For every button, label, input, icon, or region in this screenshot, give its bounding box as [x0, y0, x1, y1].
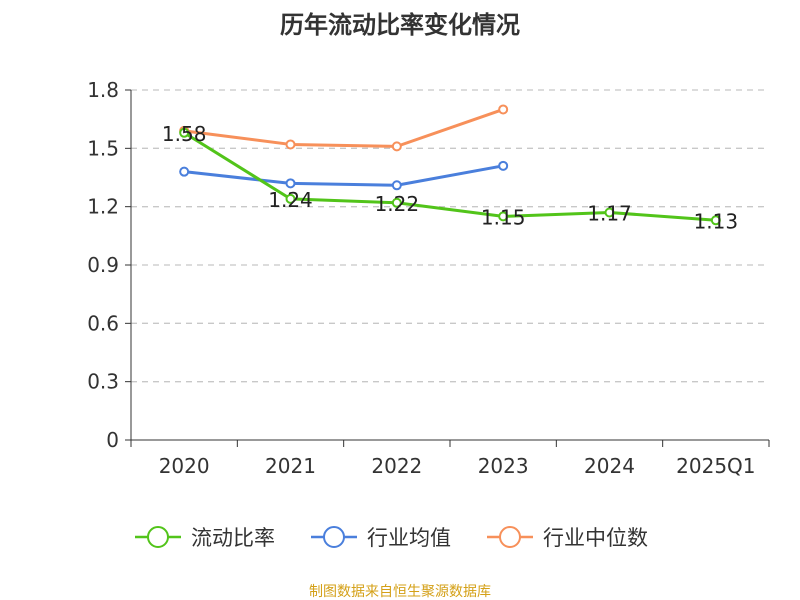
data-point	[604, 207, 615, 218]
y-tick-label: 1.8	[87, 78, 119, 102]
legend-marker	[499, 526, 521, 548]
legend-label: 行业中位数	[543, 526, 648, 550]
chart-title: 历年流动比率变化情况	[280, 11, 520, 39]
source-note: 制图数据来自恒生聚源数据库	[309, 584, 491, 600]
y-tick-label: 0.6	[87, 311, 119, 335]
data-point	[285, 178, 296, 189]
series-line	[184, 164, 504, 187]
data-point	[498, 160, 509, 171]
data-label: 1.24	[268, 188, 313, 212]
x-tick-label: 2020	[159, 454, 210, 478]
x-tick-label: 2023	[478, 454, 529, 478]
series-lines	[179, 104, 721, 226]
data-label: 1.58	[162, 122, 207, 146]
data-label: 1.17	[587, 202, 632, 226]
data-point	[391, 180, 402, 191]
legend-marker	[323, 526, 345, 548]
legend: 流动比率 行业均值 行业中位数	[135, 526, 648, 550]
legend-label: 行业均值	[367, 526, 451, 550]
axes: 0 0.3 0.6 0.9 1.2 1.5 1.8 2020 2021 2022 2023 2024 2…	[87, 78, 770, 478]
y-tick-label: 1.5	[87, 136, 119, 160]
data-label: 1.13	[694, 209, 739, 233]
data-point	[498, 211, 509, 222]
y-tick-label: 0.9	[87, 253, 119, 277]
data-label: 1.15	[481, 205, 526, 229]
x-tick-label: 2025Q1	[676, 454, 755, 478]
x-tick-label: 2022	[371, 454, 422, 478]
series-line	[183, 108, 504, 148]
x-tick-label: 2024	[584, 454, 635, 478]
data-labels: 1.58 1.24 1.22 1.15 1.17 1.13	[162, 122, 738, 234]
data-point	[285, 193, 296, 204]
data-point	[285, 139, 296, 150]
data-point	[391, 141, 402, 152]
legend-label: 流动比率	[191, 526, 275, 550]
data-point	[391, 197, 402, 208]
y-tick-label: 0	[106, 428, 119, 452]
data-point	[710, 215, 721, 226]
data-point	[179, 127, 190, 138]
data-point	[498, 104, 509, 115]
y-tick-label: 1.2	[87, 195, 119, 219]
data-label: 1.22	[375, 192, 420, 216]
legend-marker	[147, 526, 169, 548]
grid-lines	[131, 89, 769, 383]
x-tick-label: 2021	[265, 454, 316, 478]
data-point	[179, 166, 190, 177]
y-tick-label: 0.3	[87, 370, 119, 394]
series-line	[183, 131, 716, 222]
